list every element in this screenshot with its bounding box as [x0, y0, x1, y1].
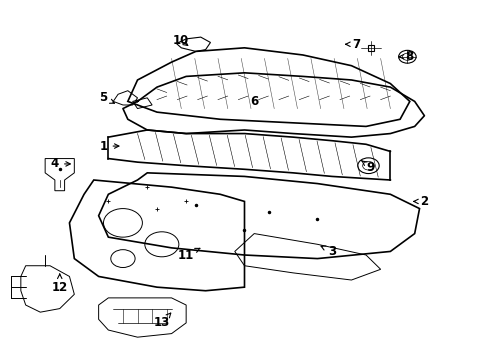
Text: 7: 7	[345, 38, 360, 51]
Text: 6: 6	[249, 95, 258, 108]
Text: 13: 13	[153, 313, 170, 329]
Text: 11: 11	[178, 248, 200, 261]
Text: 4: 4	[51, 157, 70, 170]
Text: 8: 8	[398, 50, 413, 63]
Text: 3: 3	[321, 245, 335, 258]
Text: 10: 10	[173, 34, 189, 47]
Text: 1: 1	[99, 140, 119, 153]
Text: 9: 9	[361, 161, 374, 174]
Text: 5: 5	[99, 91, 114, 104]
Text: 2: 2	[413, 195, 427, 208]
Text: 12: 12	[52, 274, 68, 294]
